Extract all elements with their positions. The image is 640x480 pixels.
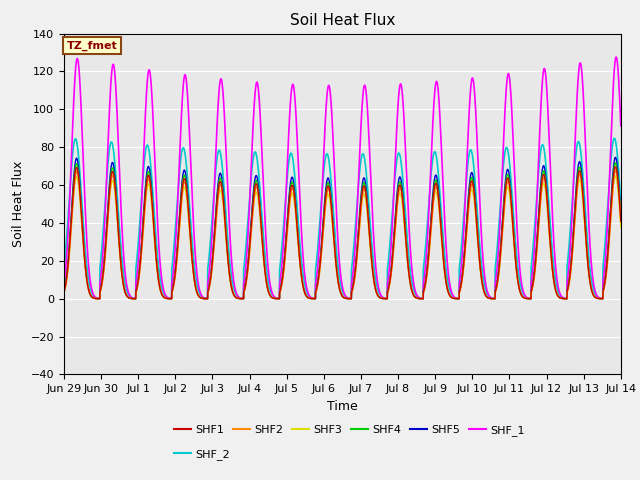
SHF3 bbox=[313, 285, 321, 290]
SHF_2 bbox=[375, 290, 383, 296]
SHF5 bbox=[60, 288, 68, 294]
SHF1 bbox=[612, 164, 620, 169]
SHF2 bbox=[383, 296, 391, 301]
SHF3 bbox=[617, 224, 625, 230]
Line: SHF5: SHF5 bbox=[64, 157, 621, 299]
SHF3 bbox=[301, 290, 308, 296]
Legend: SHF_2: SHF_2 bbox=[170, 444, 234, 465]
SHF2 bbox=[500, 216, 508, 222]
Line: SHF3: SHF3 bbox=[64, 176, 621, 299]
SHF1 bbox=[617, 218, 625, 224]
SHF4 bbox=[612, 163, 620, 168]
SHF_2 bbox=[313, 253, 321, 259]
SHF2 bbox=[60, 290, 68, 296]
SHF_2 bbox=[617, 200, 625, 206]
SHF3 bbox=[383, 296, 391, 301]
SHF5 bbox=[383, 296, 391, 301]
SHF4 bbox=[383, 296, 391, 301]
SHF3 bbox=[612, 176, 620, 181]
SHF5 bbox=[617, 213, 625, 219]
SHF4 bbox=[328, 213, 336, 219]
Text: TZ_fmet: TZ_fmet bbox=[67, 40, 118, 51]
SHF_1 bbox=[313, 270, 321, 276]
X-axis label: Time: Time bbox=[327, 400, 358, 413]
SHF3 bbox=[375, 294, 383, 300]
SHF5 bbox=[328, 210, 336, 216]
SHF1 bbox=[60, 289, 68, 295]
SHF1 bbox=[301, 290, 308, 296]
SHF1 bbox=[383, 296, 391, 301]
SHF2 bbox=[617, 216, 625, 221]
SHF_1 bbox=[375, 287, 383, 293]
SHF_2 bbox=[500, 162, 508, 168]
SHF2 bbox=[612, 168, 620, 174]
Title: Soil Heat Flux: Soil Heat Flux bbox=[290, 13, 395, 28]
SHF2 bbox=[313, 286, 321, 292]
SHF4 bbox=[60, 288, 68, 294]
SHF1 bbox=[500, 209, 508, 215]
SHF4 bbox=[301, 290, 308, 296]
SHF5 bbox=[500, 203, 508, 209]
Line: SHF2: SHF2 bbox=[64, 170, 621, 299]
SHF5 bbox=[301, 289, 308, 295]
SHF_2 bbox=[612, 144, 620, 150]
SHF5 bbox=[612, 155, 620, 160]
SHF2 bbox=[612, 168, 620, 173]
SHF_1 bbox=[612, 54, 620, 60]
SHF_1 bbox=[301, 272, 308, 278]
Y-axis label: Soil Heat Flux: Soil Heat Flux bbox=[12, 161, 25, 247]
SHF2 bbox=[301, 289, 308, 295]
SHF3 bbox=[612, 173, 620, 179]
SHF4 bbox=[617, 216, 625, 222]
SHF_1 bbox=[617, 123, 625, 129]
SHF4 bbox=[500, 207, 508, 213]
SHF5 bbox=[612, 157, 620, 163]
SHF1 bbox=[612, 167, 620, 172]
Line: SHF_1: SHF_1 bbox=[64, 57, 621, 299]
Line: SHF4: SHF4 bbox=[64, 163, 621, 299]
SHF4 bbox=[612, 160, 620, 166]
SHF2 bbox=[375, 294, 383, 300]
SHF5 bbox=[313, 283, 321, 289]
SHF3 bbox=[60, 289, 68, 295]
Line: SHF_2: SHF_2 bbox=[64, 138, 621, 299]
SHF_2 bbox=[328, 194, 336, 200]
SHF1 bbox=[328, 216, 336, 221]
SHF2 bbox=[328, 213, 336, 219]
SHF1 bbox=[313, 284, 321, 290]
SHF_1 bbox=[500, 142, 508, 148]
SHF_2 bbox=[383, 296, 391, 301]
SHF_1 bbox=[60, 280, 68, 286]
SHF4 bbox=[375, 294, 383, 300]
SHF1 bbox=[375, 294, 383, 300]
Line: SHF1: SHF1 bbox=[64, 167, 621, 299]
SHF_1 bbox=[612, 55, 620, 60]
SHF_2 bbox=[611, 135, 618, 141]
SHF_1 bbox=[383, 296, 391, 301]
SHF3 bbox=[500, 216, 508, 221]
SHF_2 bbox=[60, 264, 68, 270]
SHF5 bbox=[375, 294, 383, 300]
SHF4 bbox=[313, 284, 321, 289]
SHF_2 bbox=[301, 282, 308, 288]
SHF3 bbox=[328, 221, 336, 227]
SHF_1 bbox=[328, 120, 336, 126]
